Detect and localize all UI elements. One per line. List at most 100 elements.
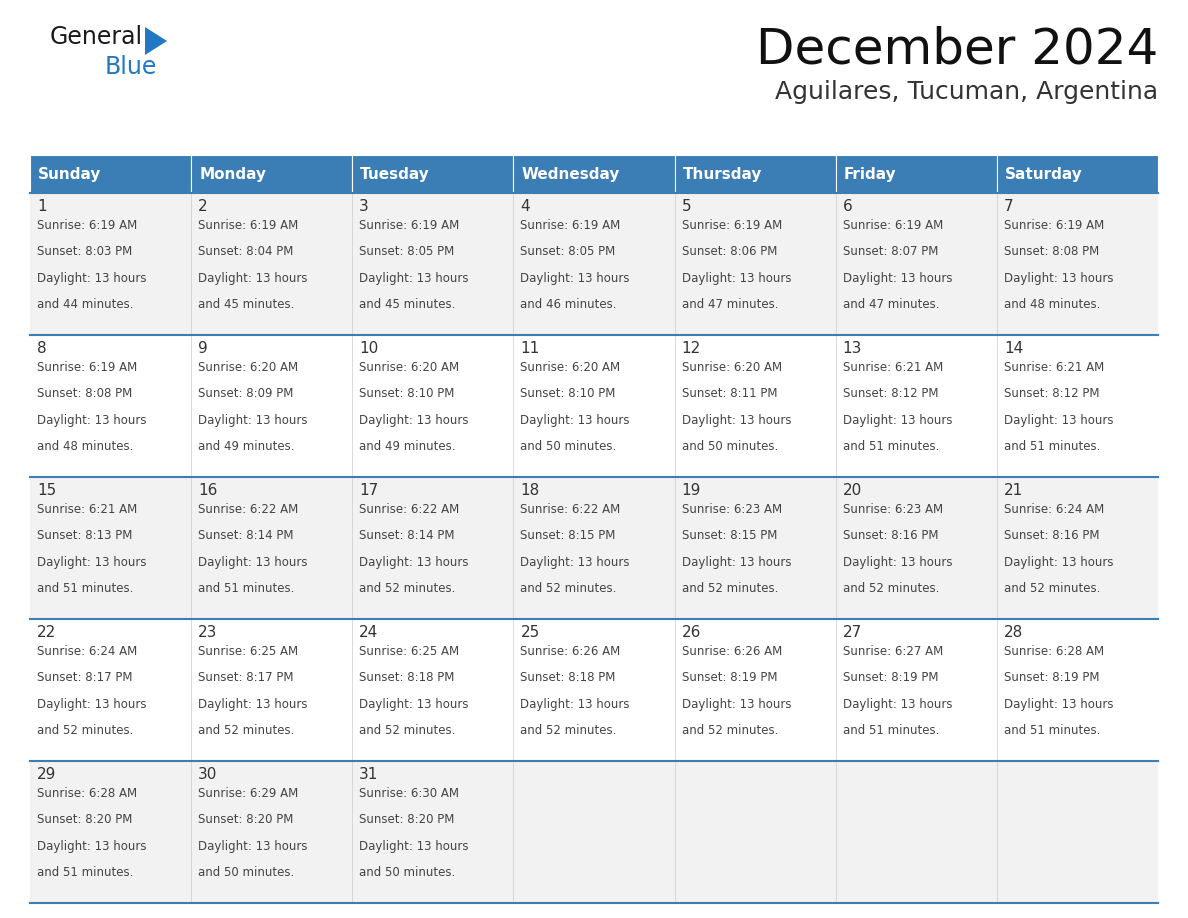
Text: December 2024: December 2024 bbox=[756, 25, 1158, 73]
Text: Sunset: 8:17 PM: Sunset: 8:17 PM bbox=[198, 671, 293, 684]
FancyBboxPatch shape bbox=[835, 761, 997, 903]
Text: Sunset: 8:16 PM: Sunset: 8:16 PM bbox=[1004, 530, 1099, 543]
Text: and 51 minutes.: and 51 minutes. bbox=[37, 866, 133, 879]
Text: Sunset: 8:06 PM: Sunset: 8:06 PM bbox=[682, 245, 777, 258]
Text: 25: 25 bbox=[520, 625, 539, 640]
Text: Sunrise: 6:21 AM: Sunrise: 6:21 AM bbox=[37, 503, 138, 516]
Text: and 51 minutes.: and 51 minutes. bbox=[1004, 440, 1100, 453]
Text: Daylight: 13 hours: Daylight: 13 hours bbox=[359, 413, 469, 427]
Text: Daylight: 13 hours: Daylight: 13 hours bbox=[198, 840, 308, 853]
Text: Friday: Friday bbox=[843, 166, 896, 182]
FancyBboxPatch shape bbox=[30, 193, 191, 335]
Text: Daylight: 13 hours: Daylight: 13 hours bbox=[359, 698, 469, 711]
Text: Thursday: Thursday bbox=[683, 166, 762, 182]
Polygon shape bbox=[145, 27, 168, 55]
Text: Daylight: 13 hours: Daylight: 13 hours bbox=[682, 698, 791, 711]
Text: Daylight: 13 hours: Daylight: 13 hours bbox=[198, 413, 308, 427]
FancyBboxPatch shape bbox=[30, 335, 191, 477]
Text: Daylight: 13 hours: Daylight: 13 hours bbox=[682, 555, 791, 568]
Text: 28: 28 bbox=[1004, 625, 1023, 640]
FancyBboxPatch shape bbox=[835, 193, 997, 335]
Text: Sunday: Sunday bbox=[38, 166, 101, 182]
Text: Sunrise: 6:19 AM: Sunrise: 6:19 AM bbox=[682, 219, 782, 232]
Text: and 51 minutes.: and 51 minutes. bbox=[198, 582, 295, 595]
FancyBboxPatch shape bbox=[675, 477, 835, 619]
Text: Daylight: 13 hours: Daylight: 13 hours bbox=[37, 840, 146, 853]
Text: and 51 minutes.: and 51 minutes. bbox=[842, 440, 939, 453]
Text: Daylight: 13 hours: Daylight: 13 hours bbox=[198, 272, 308, 285]
Text: Saturday: Saturday bbox=[1005, 166, 1082, 182]
Text: Sunset: 8:14 PM: Sunset: 8:14 PM bbox=[359, 530, 455, 543]
Text: Daylight: 13 hours: Daylight: 13 hours bbox=[198, 555, 308, 568]
Text: Sunrise: 6:24 AM: Sunrise: 6:24 AM bbox=[1004, 503, 1104, 516]
Text: and 45 minutes.: and 45 minutes. bbox=[359, 297, 456, 311]
Text: 3: 3 bbox=[359, 199, 369, 214]
Text: Sunrise: 6:21 AM: Sunrise: 6:21 AM bbox=[1004, 361, 1104, 374]
FancyBboxPatch shape bbox=[191, 193, 353, 335]
Text: Tuesday: Tuesday bbox=[360, 166, 430, 182]
Text: 21: 21 bbox=[1004, 483, 1023, 498]
Text: Daylight: 13 hours: Daylight: 13 hours bbox=[842, 272, 953, 285]
FancyBboxPatch shape bbox=[513, 619, 675, 761]
Text: Sunrise: 6:20 AM: Sunrise: 6:20 AM bbox=[359, 361, 460, 374]
FancyBboxPatch shape bbox=[30, 477, 191, 619]
Text: Sunrise: 6:28 AM: Sunrise: 6:28 AM bbox=[37, 787, 137, 800]
Text: Daylight: 13 hours: Daylight: 13 hours bbox=[1004, 698, 1113, 711]
Text: and 52 minutes.: and 52 minutes. bbox=[37, 723, 133, 737]
Text: Sunset: 8:08 PM: Sunset: 8:08 PM bbox=[1004, 245, 1099, 258]
Text: and 47 minutes.: and 47 minutes. bbox=[842, 297, 940, 311]
FancyBboxPatch shape bbox=[191, 155, 353, 193]
Text: Daylight: 13 hours: Daylight: 13 hours bbox=[1004, 413, 1113, 427]
FancyBboxPatch shape bbox=[191, 761, 353, 903]
Text: Sunrise: 6:19 AM: Sunrise: 6:19 AM bbox=[1004, 219, 1104, 232]
Text: Daylight: 13 hours: Daylight: 13 hours bbox=[359, 840, 469, 853]
FancyBboxPatch shape bbox=[353, 761, 513, 903]
Text: Sunrise: 6:23 AM: Sunrise: 6:23 AM bbox=[842, 503, 943, 516]
Text: Sunrise: 6:19 AM: Sunrise: 6:19 AM bbox=[37, 219, 138, 232]
Text: 11: 11 bbox=[520, 341, 539, 356]
Text: Sunrise: 6:19 AM: Sunrise: 6:19 AM bbox=[37, 361, 138, 374]
Text: and 51 minutes.: and 51 minutes. bbox=[37, 582, 133, 595]
Text: 31: 31 bbox=[359, 767, 379, 782]
Text: Daylight: 13 hours: Daylight: 13 hours bbox=[198, 698, 308, 711]
Text: Sunset: 8:15 PM: Sunset: 8:15 PM bbox=[682, 530, 777, 543]
Text: Sunset: 8:18 PM: Sunset: 8:18 PM bbox=[520, 671, 615, 684]
Text: Sunrise: 6:20 AM: Sunrise: 6:20 AM bbox=[520, 361, 620, 374]
Text: 19: 19 bbox=[682, 483, 701, 498]
FancyBboxPatch shape bbox=[353, 155, 513, 193]
FancyBboxPatch shape bbox=[353, 619, 513, 761]
Text: and 50 minutes.: and 50 minutes. bbox=[682, 440, 778, 453]
Text: Sunrise: 6:19 AM: Sunrise: 6:19 AM bbox=[520, 219, 620, 232]
Text: Daylight: 13 hours: Daylight: 13 hours bbox=[842, 555, 953, 568]
FancyBboxPatch shape bbox=[675, 193, 835, 335]
Text: Sunset: 8:12 PM: Sunset: 8:12 PM bbox=[842, 387, 939, 400]
Text: Daylight: 13 hours: Daylight: 13 hours bbox=[37, 272, 146, 285]
Text: 8: 8 bbox=[37, 341, 46, 356]
Text: Daylight: 13 hours: Daylight: 13 hours bbox=[37, 555, 146, 568]
Text: Sunset: 8:19 PM: Sunset: 8:19 PM bbox=[842, 671, 939, 684]
FancyBboxPatch shape bbox=[997, 155, 1158, 193]
Text: and 49 minutes.: and 49 minutes. bbox=[359, 440, 456, 453]
Text: 6: 6 bbox=[842, 199, 853, 214]
FancyBboxPatch shape bbox=[513, 155, 675, 193]
Text: Sunset: 8:07 PM: Sunset: 8:07 PM bbox=[842, 245, 939, 258]
Text: Daylight: 13 hours: Daylight: 13 hours bbox=[1004, 272, 1113, 285]
Text: 18: 18 bbox=[520, 483, 539, 498]
FancyBboxPatch shape bbox=[835, 155, 997, 193]
FancyBboxPatch shape bbox=[997, 761, 1158, 903]
FancyBboxPatch shape bbox=[30, 761, 191, 903]
FancyBboxPatch shape bbox=[30, 619, 191, 761]
FancyBboxPatch shape bbox=[191, 335, 353, 477]
FancyBboxPatch shape bbox=[997, 335, 1158, 477]
FancyBboxPatch shape bbox=[835, 477, 997, 619]
Text: Sunrise: 6:26 AM: Sunrise: 6:26 AM bbox=[682, 645, 782, 658]
Text: 16: 16 bbox=[198, 483, 217, 498]
Text: and 52 minutes.: and 52 minutes. bbox=[359, 582, 456, 595]
Text: 12: 12 bbox=[682, 341, 701, 356]
Text: Sunset: 8:15 PM: Sunset: 8:15 PM bbox=[520, 530, 615, 543]
FancyBboxPatch shape bbox=[997, 193, 1158, 335]
Text: 22: 22 bbox=[37, 625, 56, 640]
Text: and 52 minutes.: and 52 minutes. bbox=[520, 582, 617, 595]
Text: 10: 10 bbox=[359, 341, 379, 356]
Text: Sunrise: 6:20 AM: Sunrise: 6:20 AM bbox=[198, 361, 298, 374]
